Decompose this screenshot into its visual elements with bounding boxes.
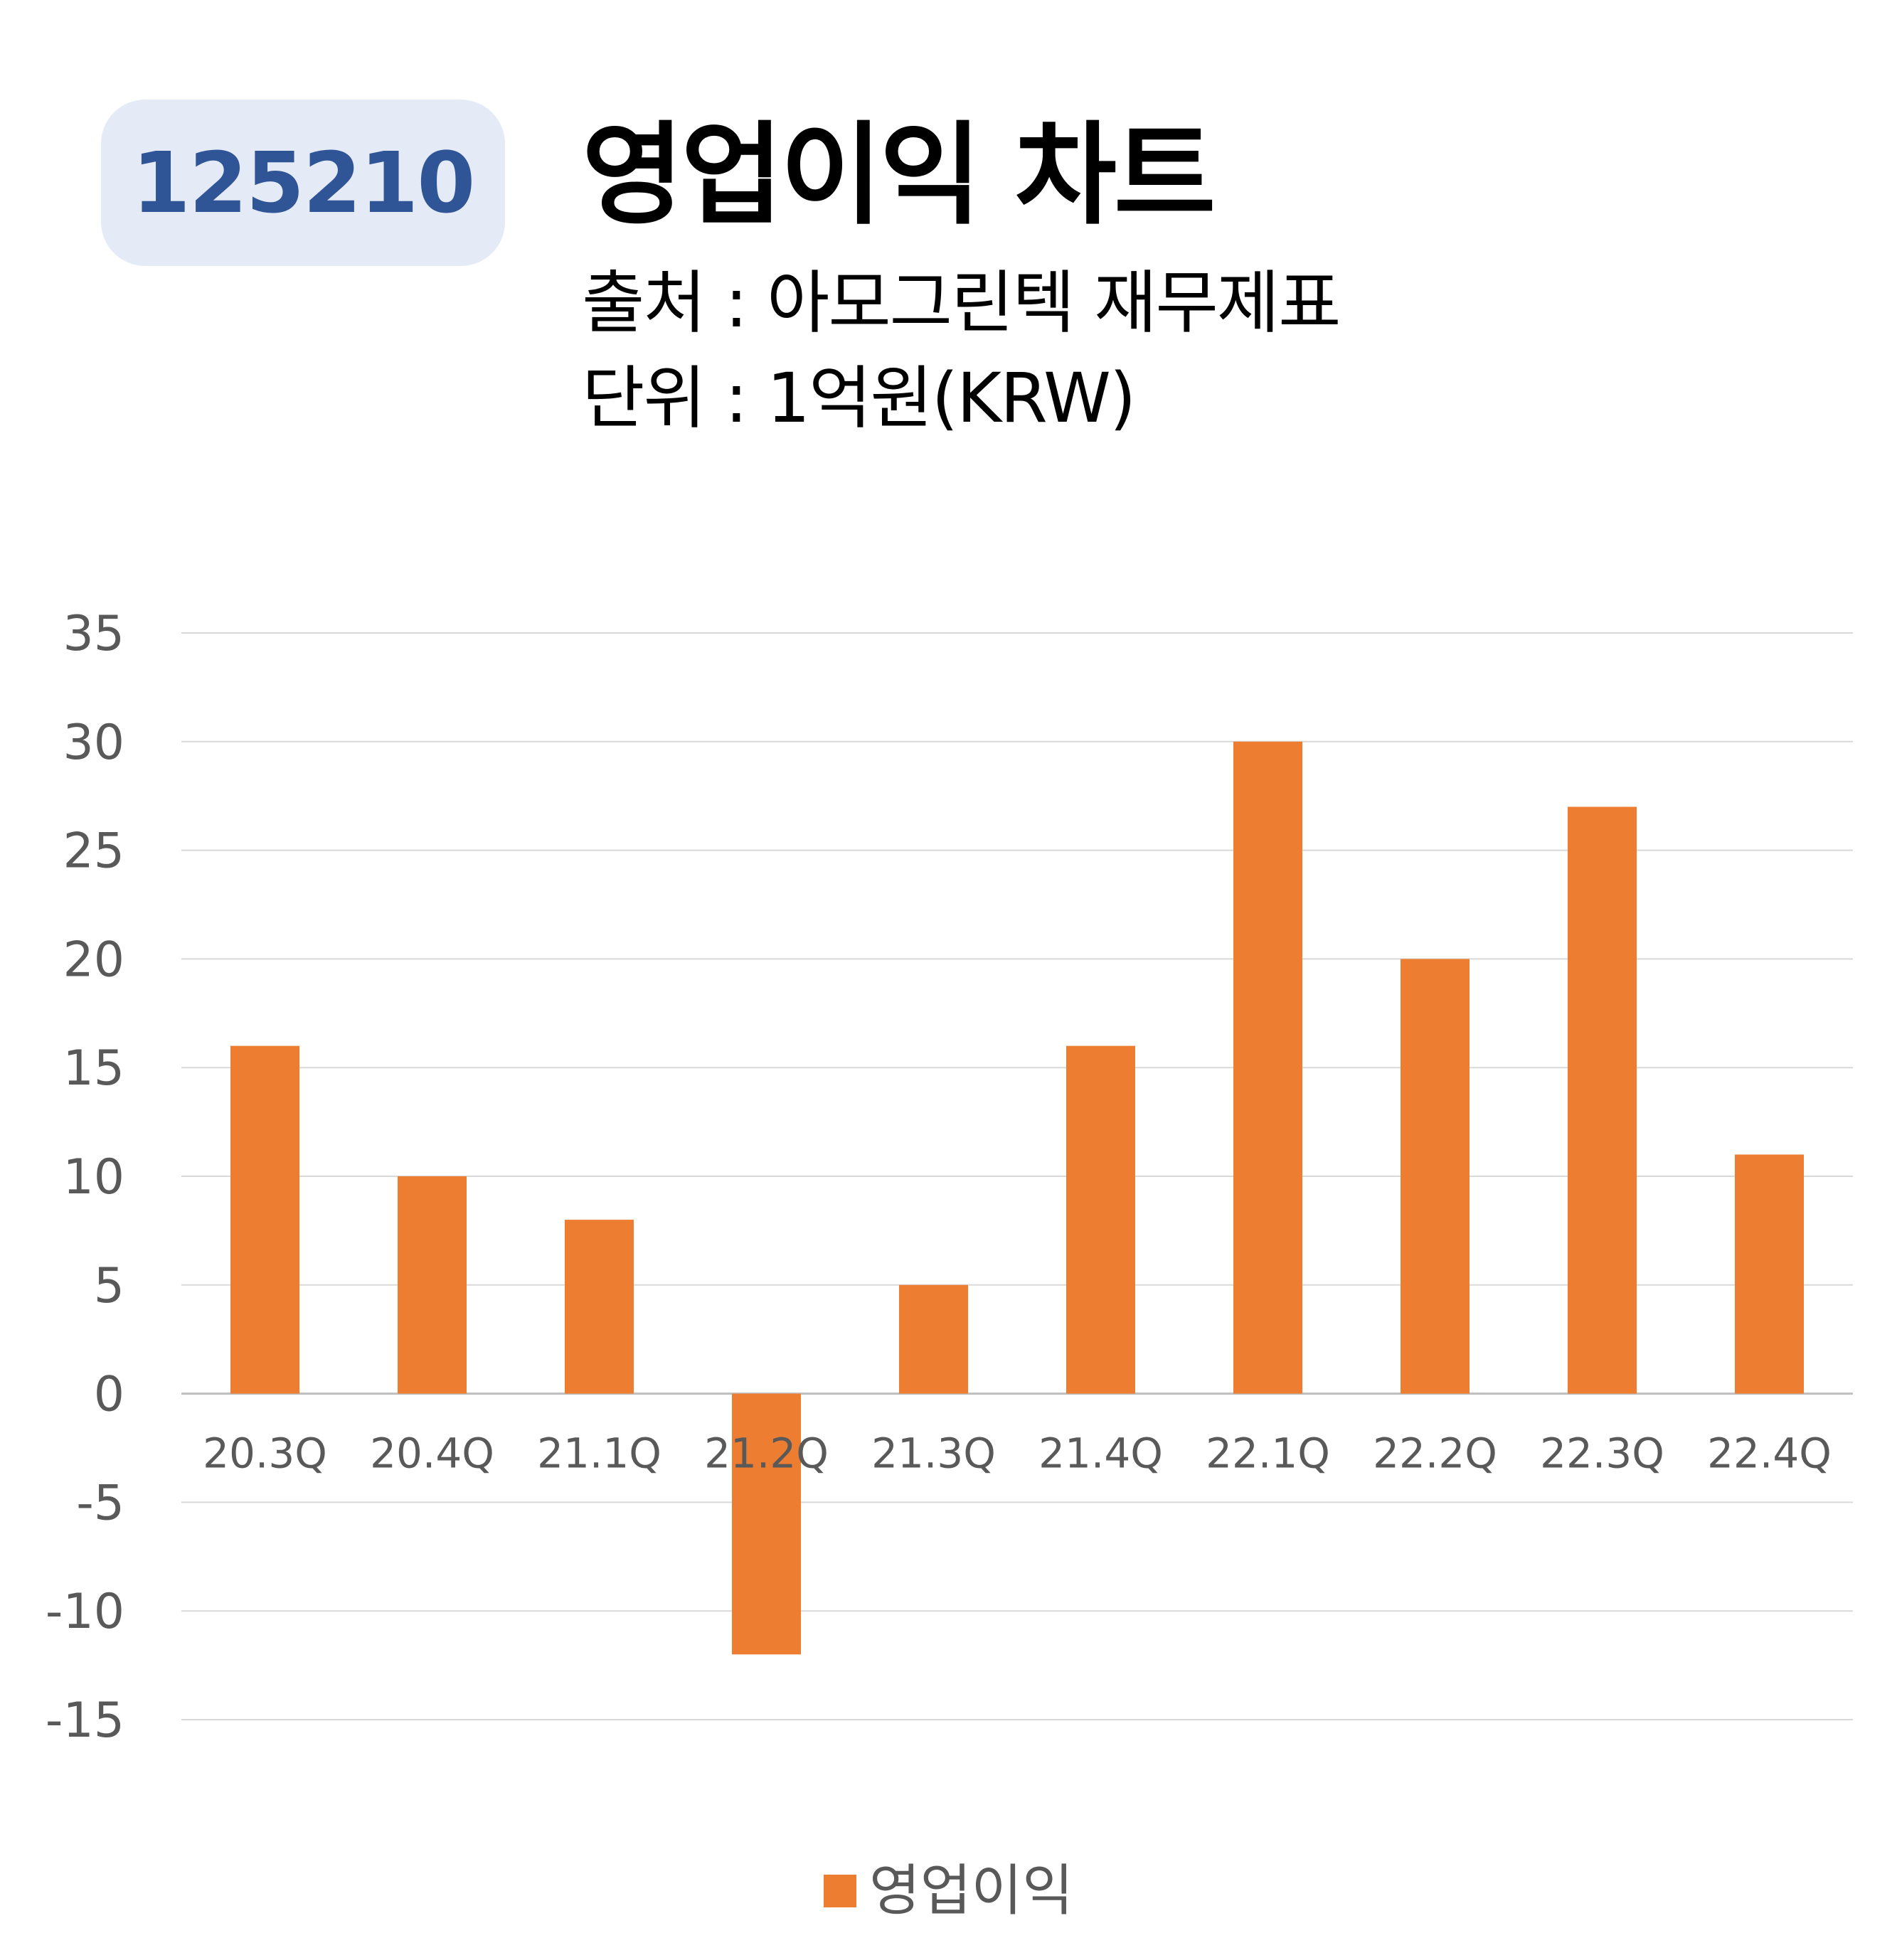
bar	[1233, 741, 1302, 1394]
source-text: 출처 : 아모그린텍 재무제표	[582, 263, 1341, 343]
ticker-badge: 125210	[101, 100, 505, 266]
y-tick-label: -10	[46, 1584, 124, 1640]
chart-title: 영업이익 차트	[582, 110, 1216, 240]
y-tick-label: 20	[63, 932, 124, 988]
legend: 영업이익	[0, 1863, 1897, 1919]
x-tick-label: 22.3Q	[1540, 1429, 1664, 1478]
x-tick-label: 22.2Q	[1373, 1429, 1497, 1478]
bars	[230, 741, 1804, 1655]
bar	[732, 1393, 801, 1655]
bar	[565, 1220, 634, 1394]
y-tick-label: 35	[63, 606, 124, 662]
x-tick-label: 21.3Q	[871, 1429, 996, 1478]
bar	[1735, 1154, 1804, 1394]
legend-swatch	[823, 1875, 856, 1907]
x-tick-label: 21.2Q	[704, 1429, 829, 1478]
y-axis: 35 30 25 20 15 10 5 0 -5 -10 -15	[46, 606, 124, 1749]
y-tick-label: -15	[46, 1693, 124, 1749]
bar	[1568, 806, 1637, 1394]
y-tick-label: 10	[63, 1149, 124, 1205]
x-axis: 20.3Q 20.4Q 21.1Q 21.2Q 21.3Q 21.4Q 22.1Q 22.2Q…	[203, 1429, 1832, 1478]
x-tick-label: 22.1Q	[1206, 1429, 1330, 1478]
x-tick-label: 21.1Q	[537, 1429, 661, 1478]
y-tick-label: -5	[76, 1475, 124, 1531]
ticker-code: 125210	[132, 134, 476, 232]
unit-text: 단위 : 1억원(KRW)	[582, 358, 1136, 438]
bar	[398, 1176, 467, 1394]
bar	[899, 1284, 968, 1394]
legend-label: 영업이익	[868, 1859, 1074, 1923]
y-tick-label: 5	[94, 1258, 124, 1314]
x-tick-label: 20.3Q	[203, 1429, 327, 1478]
x-tick-label: 20.4Q	[370, 1429, 494, 1478]
x-tick-label: 22.4Q	[1707, 1429, 1832, 1478]
y-tick-label: 0	[94, 1367, 124, 1423]
y-tick-label: 25	[63, 824, 124, 880]
y-tick-label: 30	[63, 715, 124, 771]
bar	[230, 1045, 299, 1394]
x-tick-label: 21.4Q	[1038, 1429, 1163, 1478]
bar	[1066, 1045, 1135, 1394]
y-tick-label: 15	[63, 1040, 124, 1097]
bar	[1401, 959, 1470, 1394]
